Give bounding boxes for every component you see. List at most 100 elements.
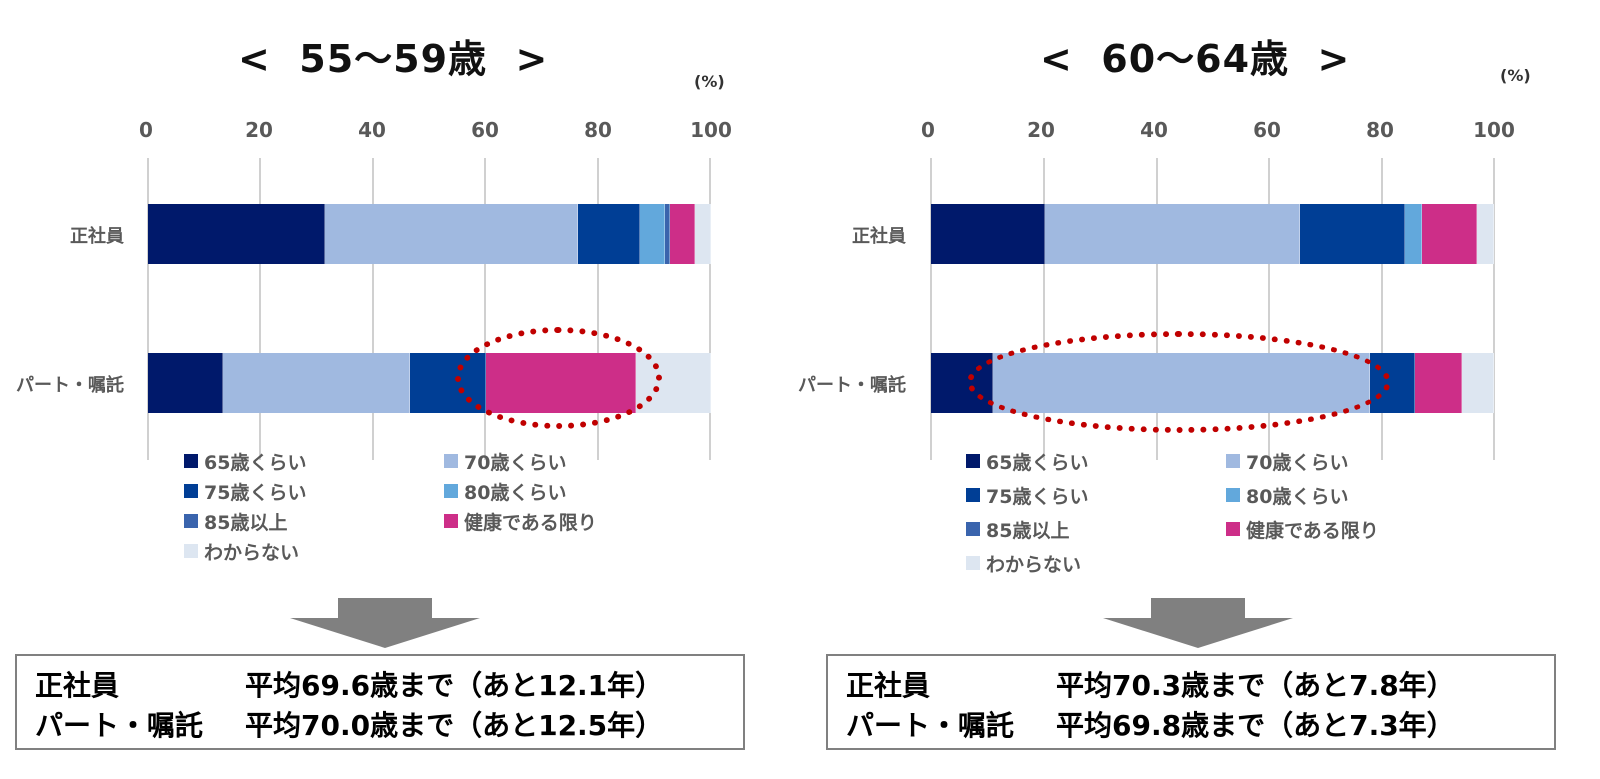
legend-item: 70歳くらい	[1226, 448, 1446, 474]
x-tick: 80	[584, 118, 612, 142]
summary-row: パート・嘱託 平均70.0歳まで（あと12.5年）	[35, 704, 663, 744]
summary-box: 正社員 平均69.6歳まで（あと12.1年） パート・嘱託 平均70.0歳まで（あと…	[15, 654, 745, 750]
category-label: パート・嘱託	[798, 375, 906, 396]
legend-swatch	[1226, 522, 1240, 536]
legend-item: 70歳くらい	[444, 448, 664, 474]
gridline	[709, 158, 711, 460]
gridline	[1493, 158, 1495, 460]
legend-item: 健康である限り	[1226, 516, 1446, 542]
legend-item: 85歳以上	[184, 508, 444, 534]
summary-label: 正社員	[846, 669, 931, 702]
bar-segment	[670, 204, 696, 264]
x-tick: 100	[1473, 118, 1515, 142]
x-tick: 20	[245, 118, 273, 142]
gridline	[597, 158, 599, 460]
summary-label: パート・嘱託	[35, 709, 204, 742]
chart-title: < 55〜59歳 >	[238, 37, 549, 81]
bar-segment	[1300, 204, 1406, 264]
summary-row: 正社員 平均69.6歳まで（あと12.1年）	[35, 664, 663, 704]
legend-item: わからない	[184, 538, 444, 564]
gridline	[147, 158, 149, 460]
bar-segment	[1415, 353, 1462, 413]
legend-swatch	[444, 454, 458, 468]
category-label: パート・嘱託	[16, 375, 124, 396]
summary-label: パート・嘱託	[846, 709, 1015, 742]
legend-item: 75歳くらい	[966, 482, 1226, 508]
legend-swatch	[966, 488, 980, 502]
bar-segment	[1476, 204, 1494, 264]
summary-value: 平均69.6歳まで（あと12.1年）	[245, 669, 664, 702]
x-tick: 0	[139, 118, 153, 142]
down-arrow-icon	[1103, 598, 1293, 648]
gridline	[372, 158, 374, 460]
legend-swatch	[966, 556, 980, 570]
stacked-bar	[148, 204, 711, 264]
gridline	[1043, 158, 1045, 460]
legend-item: わからない	[966, 550, 1226, 576]
bar-segment	[578, 204, 641, 264]
legend-swatch	[184, 514, 198, 528]
legend-swatch	[184, 484, 198, 498]
bar-segment	[324, 204, 579, 264]
legend-swatch	[444, 514, 458, 528]
summary-label: 正社員	[35, 669, 120, 702]
bar-segment	[1461, 353, 1494, 413]
category-label: 正社員	[70, 226, 124, 247]
legend-item: 80歳くらい	[444, 478, 664, 504]
chart-panel-60-64: < 60〜64歳 > (%) 0 20 40 60 80 100 正社員 パート…	[798, 0, 1600, 779]
x-tick: 60	[1253, 118, 1281, 142]
x-tick: 80	[1366, 118, 1394, 142]
legend-item: 65歳くらい	[184, 448, 444, 474]
legend-swatch	[184, 544, 198, 558]
gridline	[1268, 158, 1270, 460]
legend-swatch	[966, 522, 980, 536]
gridline	[1156, 158, 1158, 460]
bar-segment	[1045, 204, 1301, 264]
legend-swatch	[444, 484, 458, 498]
summary-value: 平均70.0歳まで（あと12.5年）	[245, 709, 664, 742]
highlight-ellipse	[455, 327, 662, 429]
summary-box: 正社員 平均70.3歳まで（あと7.8年） パート・嘱託 平均69.8歳まで（あと7…	[826, 654, 1556, 750]
bar-segment	[222, 353, 411, 413]
gridline	[259, 158, 261, 460]
unit-label: (%)	[1500, 66, 1531, 85]
highlight-ellipse	[967, 331, 1391, 433]
gridline	[484, 158, 486, 460]
stacked-bar	[931, 204, 1494, 264]
bar-segment	[664, 204, 671, 264]
legend-item: 健康である限り	[444, 508, 664, 534]
bar-segment	[695, 204, 711, 264]
summary-value: 平均69.8歳まで（あと7.3年）	[1056, 709, 1455, 742]
legend: 65歳くらい 70歳くらい 75歳くらい 80歳くらい 85歳以上 健康である限…	[966, 448, 1446, 576]
legend-item: 65歳くらい	[966, 448, 1226, 474]
legend-swatch	[966, 454, 980, 468]
legend-swatch	[184, 454, 198, 468]
summary-row: パート・嘱託 平均69.8歳まで（あと7.3年）	[846, 704, 1455, 744]
down-arrow-icon	[290, 598, 480, 648]
legend-swatch	[1226, 454, 1240, 468]
x-tick: 0	[921, 118, 935, 142]
gridline	[930, 158, 932, 460]
chart-panel-55-59: < 55〜59歳 > (%) 0 20 40 60 80 100 正社員 パート…	[0, 0, 780, 779]
x-tick: 60	[471, 118, 499, 142]
legend-swatch	[1226, 488, 1240, 502]
legend-item: 75歳くらい	[184, 478, 444, 504]
bar-segment	[148, 204, 325, 264]
bar-segment	[1422, 204, 1477, 264]
bar-segment	[148, 353, 223, 413]
x-tick: 100	[690, 118, 732, 142]
legend: 65歳くらい 70歳くらい 75歳くらい 80歳くらい 85歳以上 健康である限…	[184, 448, 664, 564]
bar-segment	[1405, 204, 1423, 264]
unit-label: (%)	[694, 72, 725, 91]
gridline	[1381, 158, 1383, 460]
x-tick: 20	[1027, 118, 1055, 142]
x-tick: 40	[1140, 118, 1168, 142]
chart-title: < 60〜64歳 >	[1040, 37, 1351, 81]
bar-segment	[640, 204, 665, 264]
summary-value: 平均70.3歳まで（あと7.8年）	[1056, 669, 1455, 702]
bar-segment	[931, 204, 1046, 264]
legend-item: 80歳くらい	[1226, 482, 1446, 508]
summary-row: 正社員 平均70.3歳まで（あと7.8年）	[846, 664, 1455, 704]
legend-item: 85歳以上	[966, 516, 1226, 542]
x-tick: 40	[358, 118, 386, 142]
